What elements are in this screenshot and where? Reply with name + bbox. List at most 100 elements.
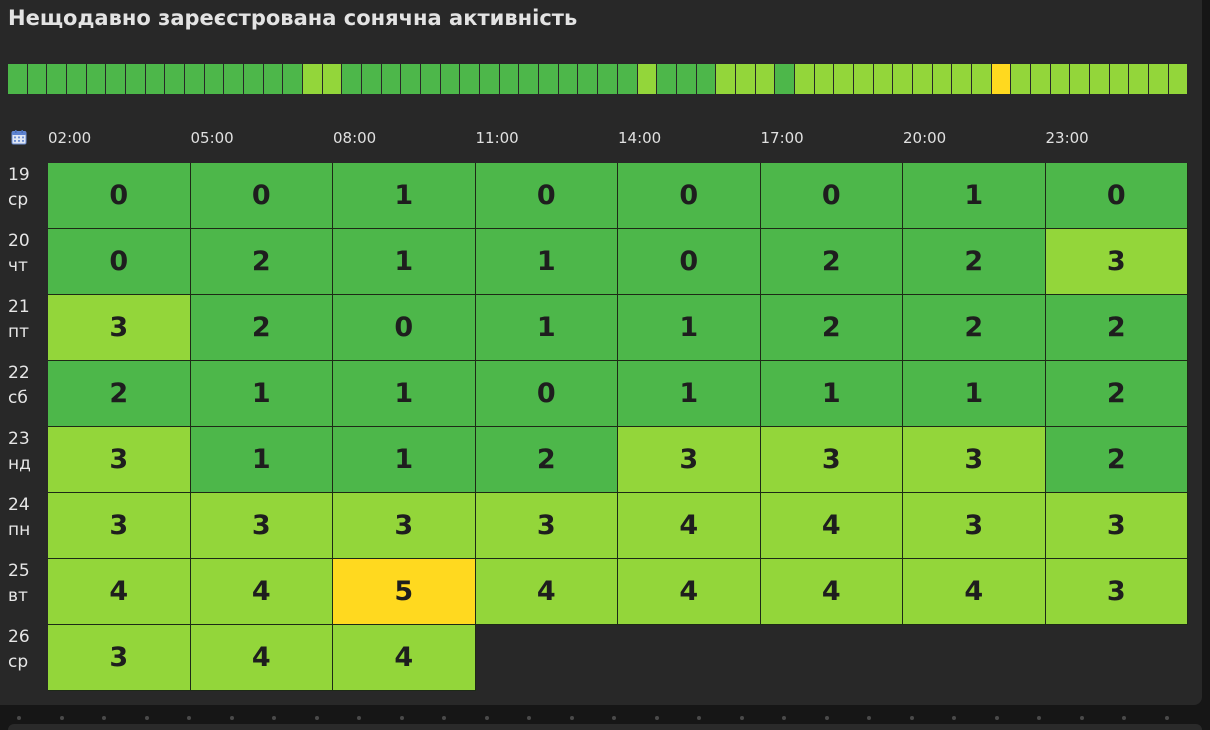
strip-cell — [1109, 64, 1130, 94]
divider-dot — [910, 716, 914, 720]
activity-cell: 1 — [618, 295, 761, 361]
calendar-icon — [11, 130, 27, 145]
activity-cell: 2 — [903, 229, 1046, 295]
weekday-label: пт — [8, 322, 30, 342]
day-label: 25 вт — [8, 559, 44, 609]
strip-cell — [991, 64, 1012, 94]
day-number: 23 — [8, 429, 30, 449]
divider-dot — [485, 716, 489, 720]
activity-cell: 3 — [48, 295, 191, 361]
strip-cell — [853, 64, 874, 94]
activity-cell: 0 — [618, 229, 761, 295]
divider-dot — [17, 716, 21, 720]
day-number: 26 — [8, 627, 30, 647]
strip-cell — [342, 64, 363, 94]
activity-cell: 3 — [475, 493, 618, 559]
strip-cell — [1050, 64, 1071, 94]
hour-label: 02:00 — [48, 129, 92, 147]
solar-activity-card: Нещодавно зареєстрована сонячна активніс… — [0, 0, 1202, 705]
activity-cell: 2 — [190, 229, 333, 295]
activity-cell: 5 — [333, 559, 476, 625]
activity-cell: 3 — [48, 427, 191, 493]
strip-cell — [952, 64, 972, 94]
divider-dot — [357, 716, 361, 720]
activity-cell: 3 — [48, 625, 191, 691]
day-label: 26 ср — [8, 625, 44, 675]
activity-cell: 3 — [903, 427, 1046, 493]
strip-cell — [971, 64, 992, 94]
activity-cell: 0 — [760, 163, 903, 229]
strip-cell — [322, 64, 343, 94]
strip-cell — [244, 64, 264, 94]
divider-dot — [315, 716, 319, 720]
divider-dot — [400, 716, 404, 720]
activity-cell: 1 — [618, 361, 761, 427]
strip-cell — [893, 64, 913, 94]
divider-dot — [527, 716, 531, 720]
divider-dot — [1037, 716, 1041, 720]
activity-cell: 0 — [475, 163, 618, 229]
activity-cell: 4 — [903, 559, 1046, 625]
activity-cell: 4 — [618, 493, 761, 559]
activity-cell: 3 — [333, 493, 476, 559]
strip-cell — [578, 64, 599, 94]
day-label: 23 нд — [8, 427, 44, 477]
next-card-edge — [8, 724, 1202, 730]
strip-cell — [676, 64, 697, 94]
strip-cell — [263, 64, 284, 94]
divider-dot — [697, 716, 701, 720]
strip-cell — [480, 64, 500, 94]
activity-cell: 1 — [903, 163, 1046, 229]
hour-label: 05:00 — [190, 129, 234, 147]
day-label: 21 пт — [8, 295, 44, 345]
activity-cell: 3 — [903, 493, 1046, 559]
activity-cell: 0 — [1045, 163, 1188, 229]
activity-cell: 2 — [190, 295, 333, 361]
hour-label: 17:00 — [760, 129, 804, 147]
strip-cell — [204, 64, 225, 94]
divider-dot — [655, 716, 659, 720]
strip-cell — [401, 64, 422, 94]
strip-cell — [794, 64, 815, 94]
strip-cell — [165, 64, 186, 94]
activity-cell: 1 — [333, 361, 476, 427]
day-label: 24 пн — [8, 493, 44, 543]
activity-cell: 3 — [1045, 229, 1188, 295]
strip-cell — [912, 64, 933, 94]
strip-cell — [1129, 64, 1149, 94]
activity-cell: 3 — [760, 427, 903, 493]
divider-dot — [60, 716, 64, 720]
activity-cell: 0 — [190, 163, 333, 229]
divider-dot — [740, 716, 744, 720]
strip-cell — [558, 64, 579, 94]
activity-cell: 3 — [48, 493, 191, 559]
strip-cell — [716, 64, 736, 94]
strip-cell — [185, 64, 205, 94]
divider-dot — [1122, 716, 1126, 720]
activity-cell: 2 — [1045, 361, 1188, 427]
strip-cell — [834, 64, 854, 94]
hour-label: 11:00 — [475, 129, 519, 147]
divider-dot — [952, 716, 956, 720]
activity-cell: 0 — [48, 163, 191, 229]
activity-cell: 4 — [475, 559, 618, 625]
activity-cell: 3 — [190, 493, 333, 559]
day-number: 22 — [8, 363, 30, 383]
divider-dot — [230, 716, 234, 720]
strip-cell — [106, 64, 127, 94]
day-number: 19 — [8, 165, 30, 185]
day-label: 22 сб — [8, 361, 44, 411]
strip-cell — [8, 64, 28, 94]
divider-dot — [612, 716, 616, 720]
strip-cell — [1168, 64, 1189, 94]
activity-cell: 2 — [1045, 295, 1188, 361]
divider-dot — [782, 716, 786, 720]
activity-cell: 3 — [618, 427, 761, 493]
strip-cell — [283, 64, 304, 94]
hour-label: 08:00 — [333, 129, 377, 147]
divider-dot — [1165, 716, 1169, 720]
strip-cell — [67, 64, 87, 94]
activity-cell: 4 — [333, 625, 476, 691]
day-label: 19 ср — [8, 163, 44, 213]
hour-label: 23:00 — [1045, 129, 1089, 147]
